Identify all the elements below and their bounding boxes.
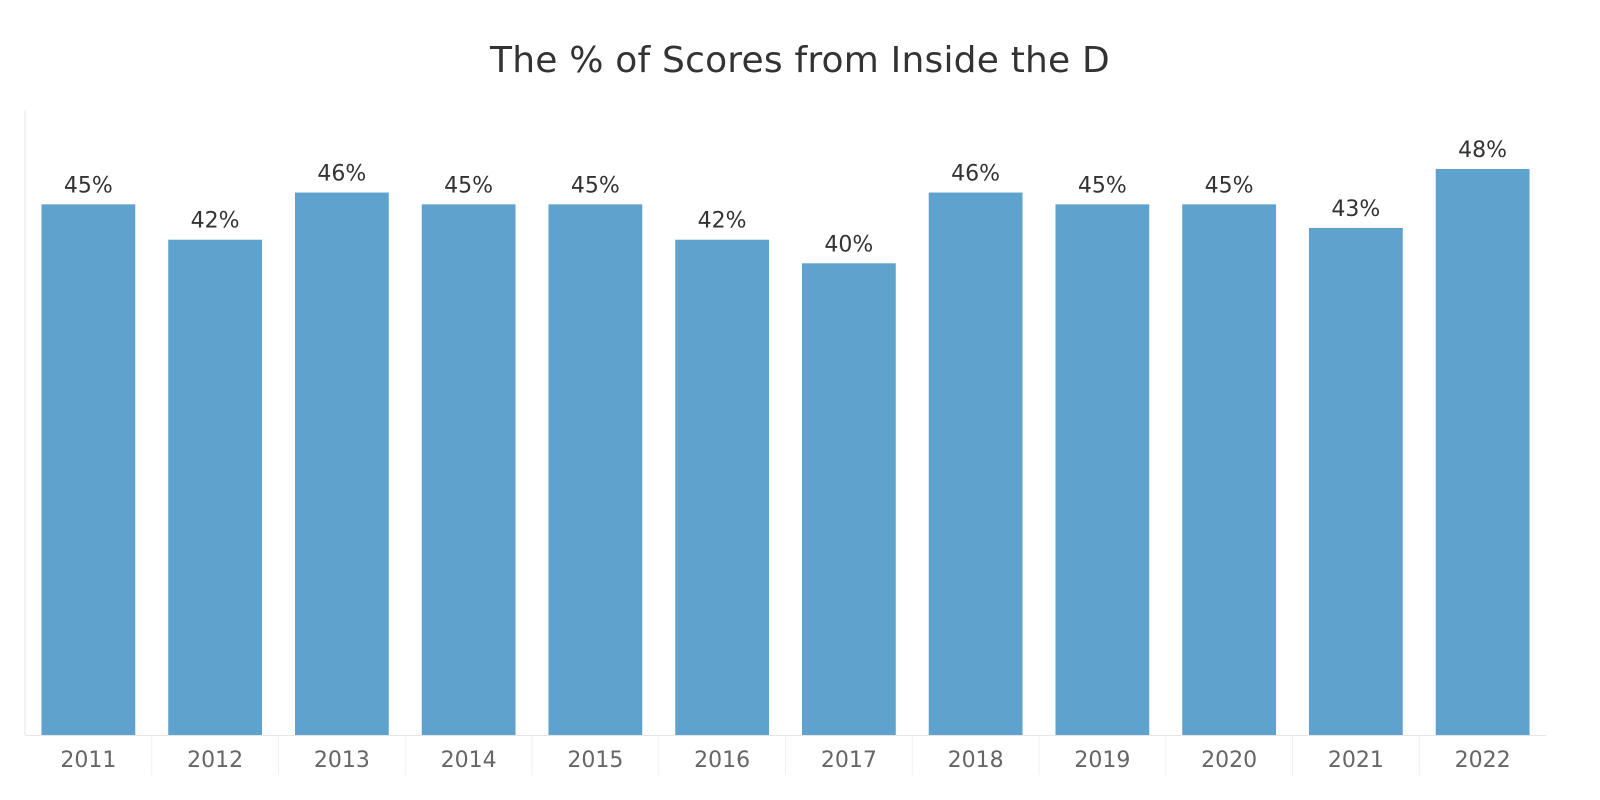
value-label-2013: 46% bbox=[317, 162, 366, 187]
bar-2020[interactable] bbox=[1182, 204, 1277, 736]
value-label-2022: 48% bbox=[1458, 138, 1507, 163]
chart-title: The % of Scores from Inside the D bbox=[490, 40, 1110, 81]
x-tick-2021: 2021 bbox=[1328, 748, 1384, 773]
value-label-2012: 42% bbox=[191, 209, 240, 234]
value-label-2021: 43% bbox=[1331, 197, 1380, 222]
x-tick-2018: 2018 bbox=[948, 748, 1004, 773]
bar-2015[interactable] bbox=[548, 204, 643, 736]
x-tick-2011: 2011 bbox=[60, 748, 116, 773]
bar-2011[interactable] bbox=[41, 204, 136, 736]
bar-2019[interactable] bbox=[1055, 204, 1150, 736]
value-label-2016: 42% bbox=[698, 209, 747, 234]
x-tick-2017: 2017 bbox=[821, 748, 877, 773]
bar-2016[interactable] bbox=[675, 239, 770, 735]
bar-2017[interactable] bbox=[801, 263, 896, 735]
bar-2014[interactable] bbox=[421, 204, 516, 736]
bar-2022[interactable] bbox=[1435, 168, 1530, 735]
value-label-2020: 45% bbox=[1205, 173, 1254, 198]
x-tick-2013: 2013 bbox=[314, 748, 370, 773]
bars-group bbox=[41, 168, 1530, 736]
value-label-2014: 45% bbox=[444, 173, 493, 198]
plot-frame bbox=[24, 110, 1546, 775]
x-tick-2015: 2015 bbox=[567, 748, 623, 773]
value-label-2019: 45% bbox=[1078, 173, 1127, 198]
value-label-2011: 45% bbox=[64, 173, 113, 198]
value-label-2015: 45% bbox=[571, 173, 620, 198]
x-tick-2020: 2020 bbox=[1201, 748, 1257, 773]
x-tick-2012: 2012 bbox=[187, 748, 243, 773]
x-tick-2022: 2022 bbox=[1455, 748, 1511, 773]
x-tick-2014: 2014 bbox=[441, 748, 497, 773]
bar-2013[interactable] bbox=[294, 192, 389, 735]
x-tick-2016: 2016 bbox=[694, 748, 750, 773]
value-labels-group: 45% 42% 46% 45% 45% 42% 40% 46% 45% 45% 43% 48% bbox=[64, 138, 1507, 257]
bar-2018[interactable] bbox=[928, 192, 1023, 735]
x-axis-ticks-group: 2011 2012 2013 2014 2015 2016 2017 2018 2019 2020… bbox=[60, 748, 1510, 773]
x-tick-2019: 2019 bbox=[1074, 748, 1130, 773]
value-label-2017: 40% bbox=[824, 232, 873, 257]
value-label-2018: 46% bbox=[951, 162, 1000, 187]
bar-2021[interactable] bbox=[1308, 227, 1403, 735]
bar-2012[interactable] bbox=[168, 239, 263, 735]
